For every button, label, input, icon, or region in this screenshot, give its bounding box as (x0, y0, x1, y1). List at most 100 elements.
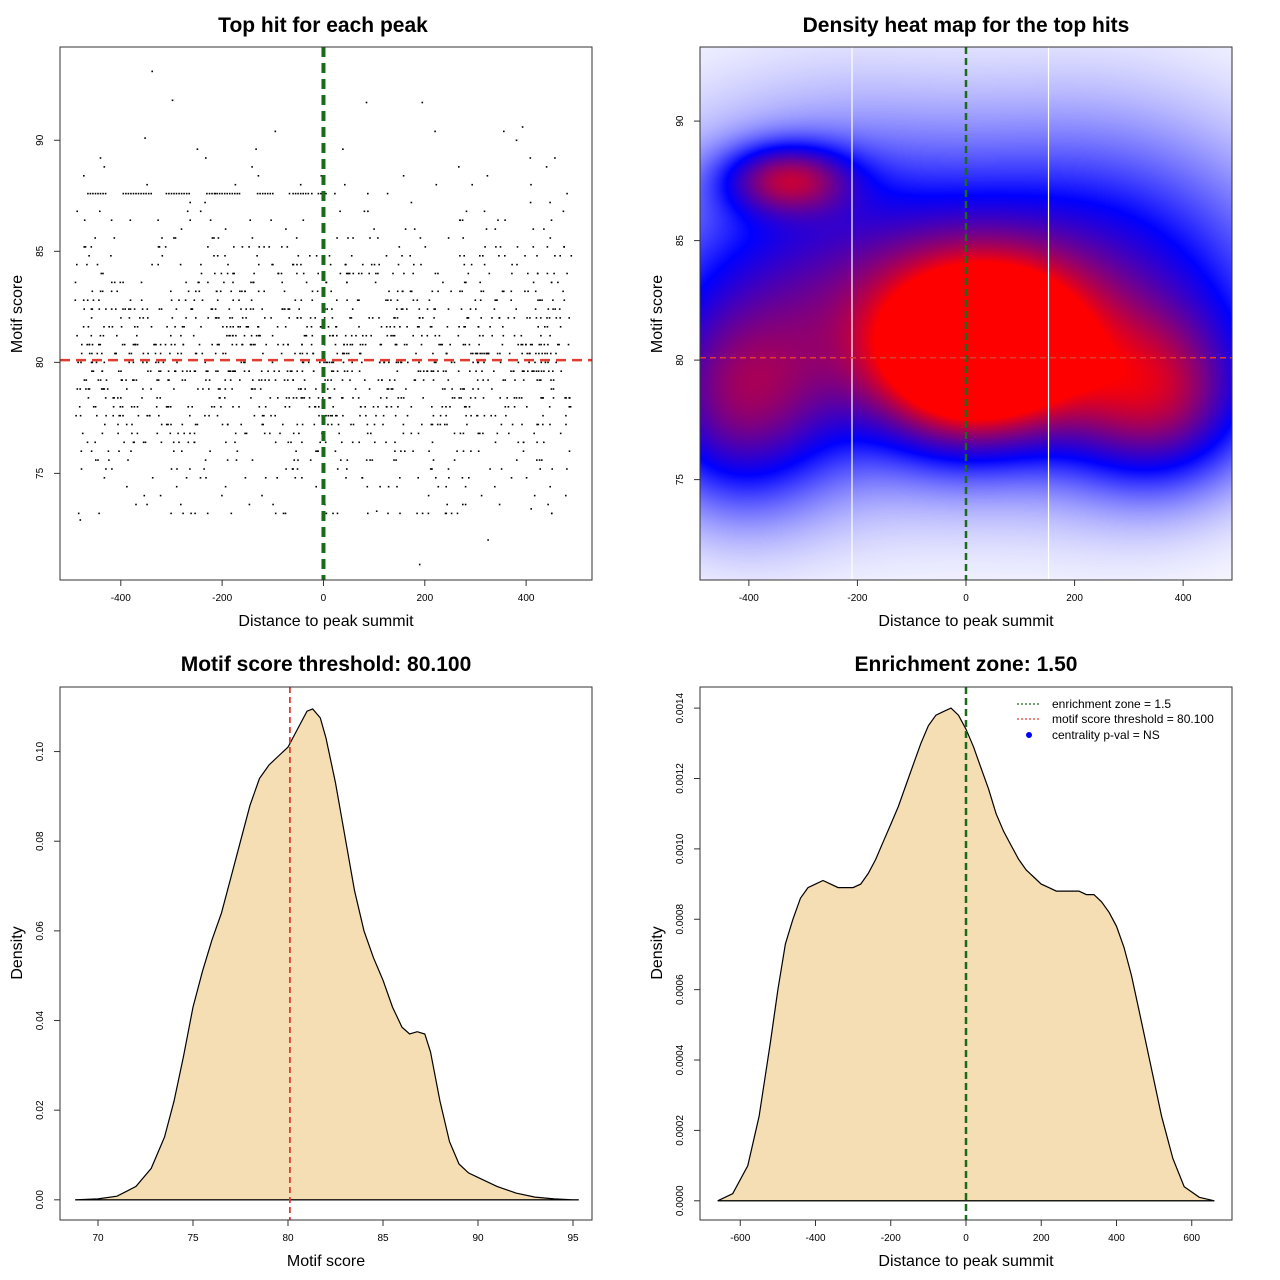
scatter-point (230, 290, 232, 293)
scatter-point (181, 423, 184, 426)
scatter-point (320, 175, 323, 177)
scatter-point (113, 237, 116, 239)
scatter-point (382, 414, 385, 417)
scatter-point (318, 406, 320, 408)
scatter-point (195, 352, 198, 355)
scatter-point (170, 334, 172, 337)
scatter-point (530, 183, 532, 186)
scatter-point (542, 423, 544, 426)
scatter-point (176, 361, 178, 364)
scatter-point (164, 246, 167, 248)
scatter-point (185, 477, 188, 479)
scatter-point (397, 263, 400, 266)
scatter-point (160, 423, 163, 426)
scatter-point (208, 414, 210, 417)
scatter-point (156, 379, 158, 381)
scatter-point (453, 397, 456, 399)
y-tick-label: 0.10 (35, 741, 46, 761)
scatter-point (315, 255, 318, 257)
scatter-point (424, 246, 427, 248)
scatter-point (86, 441, 89, 444)
scatter-point (481, 352, 483, 355)
scatter-point (544, 352, 546, 355)
scatter-point (217, 237, 220, 239)
scatter-point (218, 192, 221, 195)
scatter-point (156, 397, 158, 399)
scatter-point (96, 352, 99, 355)
scatter-point (529, 317, 531, 319)
scatter-point (396, 290, 399, 293)
scatter-point (108, 459, 110, 461)
scatter-point (190, 512, 192, 515)
score-density-x-ticks: 70 75 80 85 90 95 (92, 1220, 579, 1244)
scatter-point (311, 334, 314, 337)
scatter-point (243, 370, 246, 372)
scatter-point (540, 343, 542, 346)
scatter-point (502, 379, 505, 381)
scatter-point (289, 370, 292, 372)
scatter-point (485, 352, 488, 355)
scatter-point (253, 414, 256, 417)
scatter-point (269, 397, 272, 399)
scatter-point (250, 334, 253, 337)
scatter-point (170, 192, 173, 195)
scatter-point (502, 334, 505, 337)
scatter-point (298, 308, 300, 310)
scatter-point (387, 388, 390, 390)
scatter-point (116, 334, 118, 337)
scatter-point (344, 183, 346, 186)
scatter-point (552, 370, 554, 372)
scatter-point (468, 477, 470, 479)
scatter-point (466, 423, 468, 426)
scatter-point (474, 352, 477, 355)
scatter-point (523, 370, 525, 372)
scatter-point (396, 317, 399, 319)
scatter-point (535, 352, 537, 355)
scatter-point (187, 290, 190, 293)
scatter-point (479, 432, 481, 435)
scatter-point (198, 290, 201, 293)
scatter-point (375, 510, 378, 512)
scatter-point (475, 308, 477, 310)
scatter-point (463, 388, 465, 390)
scatter-point (382, 423, 384, 426)
scatter-point (534, 290, 537, 293)
scatter-point (426, 370, 429, 372)
scatter-point (288, 397, 290, 399)
scatter-point (156, 432, 159, 435)
scatter-point (294, 477, 297, 479)
scatter-point (227, 263, 229, 266)
scatter-point (120, 370, 122, 372)
scatter-point (378, 361, 381, 364)
scatter-point (288, 192, 291, 195)
scatter-point (177, 352, 179, 355)
scatter-point (309, 317, 312, 319)
scatter-point (315, 388, 317, 390)
scatter-point (402, 175, 405, 177)
scatter-point (349, 379, 351, 381)
scatter-point (351, 308, 354, 310)
scatter-point (432, 459, 435, 461)
scatter-point (91, 343, 94, 346)
scatter-point (540, 397, 542, 399)
scatter-point (393, 317, 395, 319)
scatter-point (406, 343, 408, 346)
y-tick-label: 85 (35, 245, 46, 257)
scatter-point (386, 192, 389, 195)
scatter-point (128, 361, 130, 364)
scatter-point (311, 299, 314, 301)
y-tick-label: 75 (675, 474, 686, 486)
scatter-point (132, 343, 135, 346)
scatter-point (533, 370, 535, 372)
scatter-point (164, 343, 167, 346)
scatter-point (377, 406, 379, 408)
scatter-point (234, 183, 237, 186)
scatter-point (308, 397, 311, 399)
scatter-point (550, 219, 553, 221)
scatter-point (330, 370, 333, 372)
scatter-point (483, 361, 485, 364)
scatter-point (511, 263, 513, 266)
scatter-point (136, 326, 139, 328)
scatter-point (465, 414, 467, 417)
scatter-point (103, 477, 106, 479)
